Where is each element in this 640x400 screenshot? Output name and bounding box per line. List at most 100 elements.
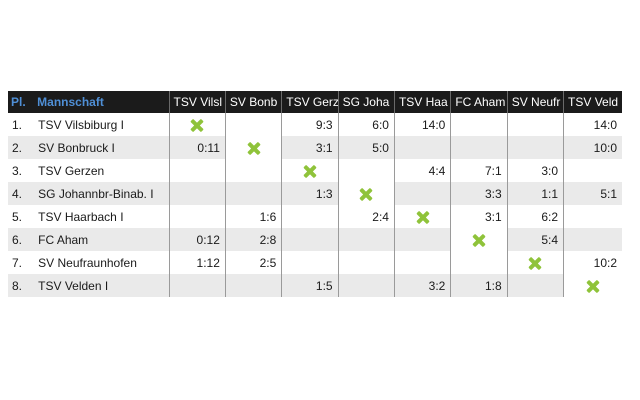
result-cell: 10:2 xyxy=(563,251,622,274)
result-cell xyxy=(393,182,451,205)
result-cell xyxy=(506,136,564,159)
result-cell: 3:0 xyxy=(506,159,564,182)
result-cell: 1:6 xyxy=(224,205,282,228)
self-match-cell xyxy=(563,274,622,297)
standings-crosstable: Pl. Mannschaft TSV Vilsl SV Bonb TSV Ger… xyxy=(8,91,622,297)
team-name-cell: TSV Vilsbiburg I xyxy=(38,117,124,132)
result-cell: 10:0 xyxy=(563,136,622,159)
table-row: 3. TSV Gerzen 4:4 7:1 3:0 xyxy=(8,159,622,182)
result-cell xyxy=(281,251,339,274)
result-cell xyxy=(224,182,282,205)
team-name-cell: TSV Velden I xyxy=(38,278,109,293)
result-cell xyxy=(506,113,564,136)
cross-icon xyxy=(528,257,541,270)
result-cell xyxy=(168,159,226,182)
header-row: Pl. Mannschaft TSV Vilsl SV Bonb TSV Ger… xyxy=(8,91,622,113)
result-cell: 1:5 xyxy=(281,274,339,297)
result-cell xyxy=(281,228,339,251)
table-row: 5. TSV Haarbach I 1:6 2:4 3:1 6:2 xyxy=(8,205,622,228)
cross-icon xyxy=(586,280,599,293)
result-cell: 6:0 xyxy=(337,113,395,136)
opponent-header: TSV Gerz xyxy=(281,91,339,113)
result-cell xyxy=(393,251,451,274)
opponent-header: TSV Vilsl xyxy=(168,91,226,113)
result-cell xyxy=(393,228,451,251)
place-cell: 3. xyxy=(12,163,23,178)
result-cell: 0:12 xyxy=(168,228,226,251)
self-match-cell xyxy=(450,228,508,251)
self-match-cell xyxy=(337,182,395,205)
opponent-header: FC Aham xyxy=(450,91,508,113)
result-cell: 5:4 xyxy=(506,228,564,251)
place-header: Pl. xyxy=(8,91,35,113)
place-cell: 8. xyxy=(12,278,23,293)
result-cell xyxy=(563,205,622,228)
result-cell xyxy=(450,251,508,274)
opponent-header: SG Joha xyxy=(337,91,395,113)
place-cell: 1. xyxy=(12,117,23,132)
team-name-cell: SV Neufraunhofen xyxy=(38,255,137,270)
result-cell: 6:2 xyxy=(506,205,564,228)
cross-icon xyxy=(247,142,260,155)
self-match-cell xyxy=(224,136,282,159)
result-cell: 5:1 xyxy=(563,182,622,205)
result-cell xyxy=(168,274,226,297)
cross-icon xyxy=(416,211,429,224)
table-row: 8. TSV Velden I 1:5 3:2 1:8 xyxy=(8,274,622,297)
result-cell: 1:12 xyxy=(168,251,226,274)
self-match-cell xyxy=(168,113,226,136)
result-cell: 4:4 xyxy=(393,159,451,182)
result-cell xyxy=(168,205,226,228)
opponent-header: SV Bonb xyxy=(224,91,282,113)
self-match-cell xyxy=(393,205,451,228)
result-cell xyxy=(563,228,622,251)
result-cell: 2:4 xyxy=(337,205,395,228)
place-cell: 7. xyxy=(12,255,23,270)
table-row: 7. SV Neufraunhofen 1:12 2:5 10:2 xyxy=(8,251,622,274)
result-cell xyxy=(337,274,395,297)
table-row: 1. TSV Vilsbiburg I 9:3 6:0 14:0 14:0 xyxy=(8,113,622,136)
result-cell: 0:11 xyxy=(168,136,226,159)
self-match-cell xyxy=(281,159,339,182)
opponent-header: TSV Veld xyxy=(563,91,622,113)
result-cell xyxy=(224,113,282,136)
result-cell xyxy=(506,274,564,297)
result-cell: 2:5 xyxy=(224,251,282,274)
result-cell: 5:0 xyxy=(337,136,395,159)
result-cell: 3:2 xyxy=(393,274,451,297)
cross-icon xyxy=(359,188,372,201)
team-name-cell: TSV Gerzen xyxy=(38,163,105,178)
result-cell: 3:3 xyxy=(450,182,508,205)
result-cell: 1:1 xyxy=(506,182,564,205)
opponent-header: SV Neufr xyxy=(506,91,564,113)
result-cell xyxy=(281,205,339,228)
result-cell: 14:0 xyxy=(563,113,622,136)
table-row: 6. FC Aham 0:12 2:8 5:4 xyxy=(8,228,622,251)
result-cell xyxy=(450,136,508,159)
team-name-cell: TSV Haarbach I xyxy=(38,209,124,224)
table-row: 2. SV Bonbruck I 0:11 3:1 5:0 10:0 xyxy=(8,136,622,159)
result-cell xyxy=(393,136,451,159)
result-cell: 3:1 xyxy=(281,136,339,159)
place-cell: 5. xyxy=(12,209,23,224)
result-cell xyxy=(337,159,395,182)
result-cell xyxy=(224,159,282,182)
team-name-cell: FC Aham xyxy=(38,232,89,247)
table-row: 4. SG Johannbr-Binab. I 1:3 3:3 1:1 5:1 xyxy=(8,182,622,205)
team-header: Mannschaft xyxy=(34,91,170,113)
result-cell xyxy=(337,251,395,274)
result-cell: 9:3 xyxy=(281,113,339,136)
place-cell: 2. xyxy=(12,140,23,155)
result-cell xyxy=(450,113,508,136)
result-cell: 7:1 xyxy=(450,159,508,182)
result-cell xyxy=(224,274,282,297)
cross-icon xyxy=(303,165,316,178)
table-body: 1. TSV Vilsbiburg I 9:3 6:0 14:0 14:0 2. SV Bon… xyxy=(8,113,622,297)
result-cell xyxy=(337,228,395,251)
result-cell: 1:3 xyxy=(281,182,339,205)
team-name-cell: SG Johannbr-Binab. I xyxy=(38,186,154,201)
result-cell xyxy=(563,159,622,182)
team-name-cell: SV Bonbruck I xyxy=(38,140,115,155)
cross-icon xyxy=(472,234,485,247)
cross-icon xyxy=(190,119,203,132)
